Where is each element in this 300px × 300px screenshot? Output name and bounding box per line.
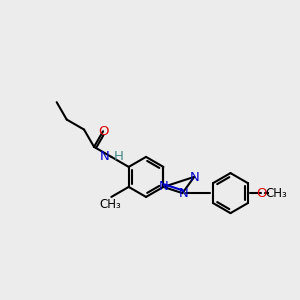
Text: CH₃: CH₃ — [99, 199, 121, 212]
Text: N: N — [190, 171, 200, 184]
Text: CH₃: CH₃ — [266, 187, 288, 200]
Text: N: N — [178, 187, 188, 200]
Text: N: N — [159, 180, 169, 193]
Text: N: N — [99, 150, 109, 164]
Text: O: O — [98, 125, 108, 138]
Text: H: H — [114, 150, 124, 164]
Text: O: O — [256, 187, 266, 200]
